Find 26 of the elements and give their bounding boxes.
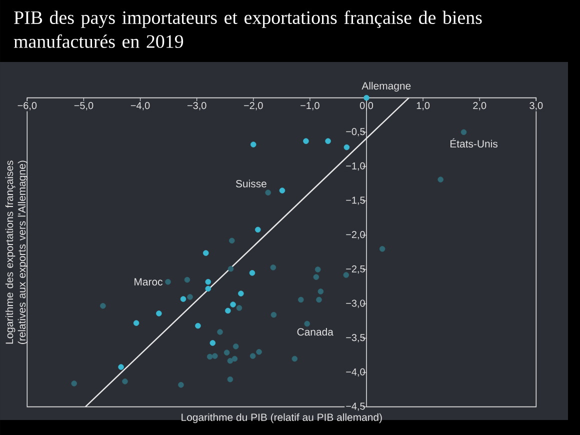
chart-title: PIB des pays importateurs et exportations française de biens manufacturés en 2019 (14, 10, 482, 48)
y-tick-label: −2,5 (346, 265, 365, 274)
x-tick-label: −6,0 (18, 102, 37, 110)
x-tick-label: 3,0 (530, 102, 543, 110)
x-tick-label: −5,0 (74, 102, 94, 110)
x-tick-label: −3,0 (187, 102, 206, 110)
x-tick-label: −4,0 (130, 102, 150, 110)
x-tick-label: 2,0 (473, 102, 486, 110)
y-tick-label: −4,5 (346, 402, 365, 411)
y-axis-title: Logarithme des exportations françaises (relatives aux exports vers l'Allemagne) (5, 160, 28, 344)
y-tick-label: −0,5 (346, 128, 365, 136)
annotation: Suisse (236, 180, 266, 188)
x-tick-label: −1,0 (300, 102, 320, 110)
annotation: Maroc (134, 278, 162, 286)
annotation: Allemagne (362, 82, 411, 92)
annotation: États-Unis (450, 138, 498, 148)
x-axis-title: Logarithme du PIB (relatif au PIB allemand) (182, 413, 382, 424)
y-tick-label: −1,0 (346, 162, 365, 171)
y-tick-label: −4,0 (346, 368, 365, 377)
x-tick-label: 1,0 (416, 102, 430, 110)
x-tick-label: −2,0 (244, 102, 263, 110)
y-tick-label: −3,5 (346, 334, 365, 342)
y-tick-label: −2,0 (346, 231, 365, 240)
y-tick-label: −1,5 (346, 196, 365, 205)
annotation: Canada (297, 328, 334, 336)
y-tick-label: −3,0 (346, 300, 365, 308)
